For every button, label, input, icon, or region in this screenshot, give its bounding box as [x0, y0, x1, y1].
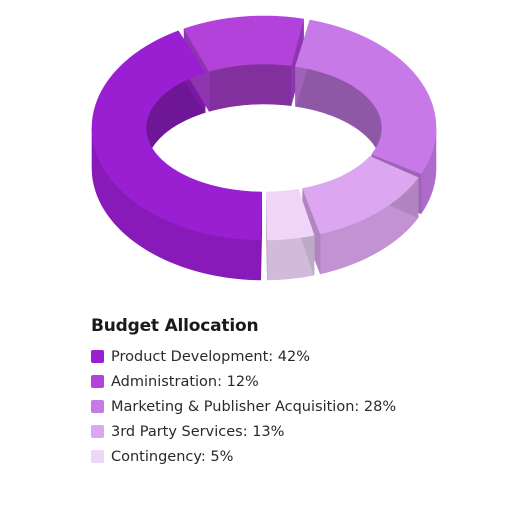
- legend-swatch: [91, 450, 104, 463]
- legend-swatch: [91, 350, 104, 363]
- slice-inner-wall: [208, 63, 292, 112]
- legend-swatch: [91, 375, 104, 388]
- legend-label: Marketing & Publisher Acquisition: 28%: [111, 398, 397, 415]
- donut-chart: [91, 15, 437, 281]
- legend-label: 3rd Party Services: 13%: [111, 423, 285, 440]
- slice-top: [302, 156, 419, 235]
- legend-label: Administration: 12%: [111, 373, 259, 390]
- legend-item: Contingency: 5%: [91, 444, 396, 469]
- legend-item: 3rd Party Services: 13%: [91, 419, 396, 444]
- legend-label: Product Development: 42%: [111, 348, 310, 365]
- legend: Budget Allocation Product Development: 4…: [91, 316, 396, 469]
- legend-swatch: [91, 400, 104, 413]
- slice-top: [91, 30, 263, 241]
- chart-title: Budget Allocation: [91, 316, 259, 336]
- slice-top: [295, 19, 437, 175]
- legend-item: Product Development: 42%: [91, 344, 396, 369]
- slice-top: [265, 188, 315, 241]
- legend-item: Administration: 12%: [91, 369, 396, 394]
- legend-item: Marketing & Publisher Acquisition: 28%: [91, 394, 396, 419]
- legend-swatch: [91, 425, 104, 438]
- legend-label: Contingency: 5%: [111, 448, 234, 465]
- slice-top: [183, 15, 304, 72]
